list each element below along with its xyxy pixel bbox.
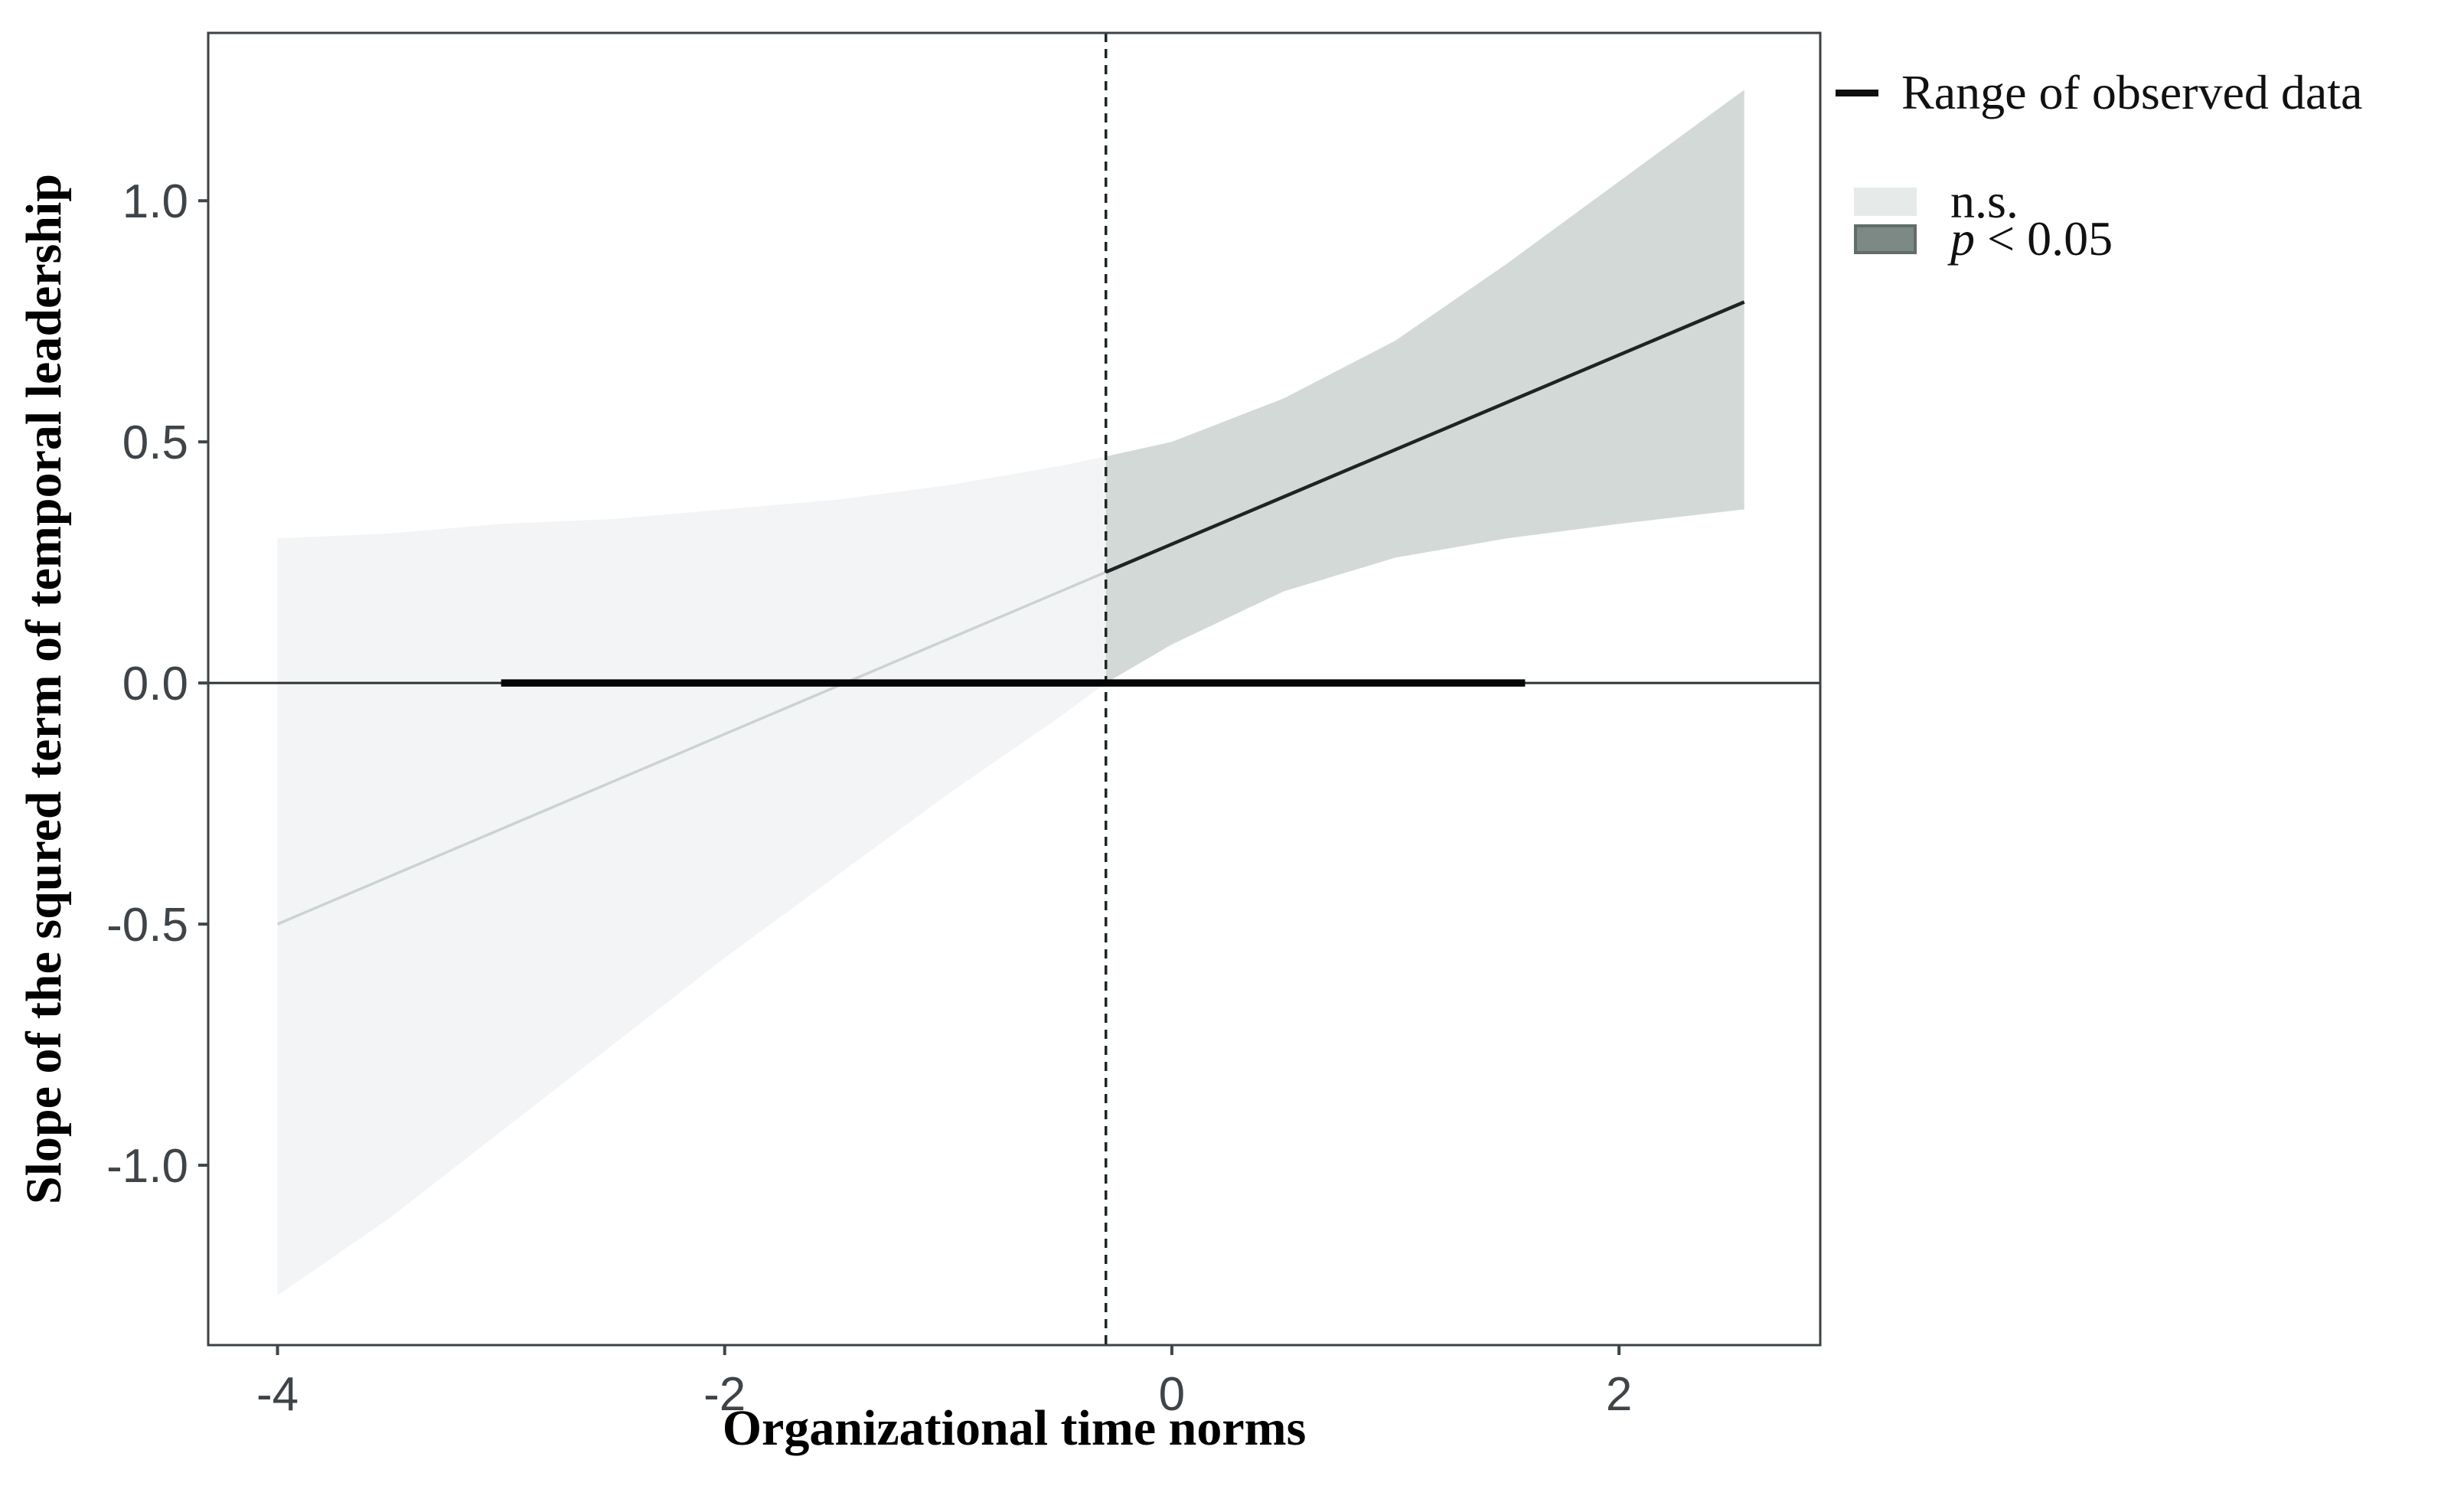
significant-label-p: p (1950, 211, 1975, 266)
legend-item-significant: p < 0.05 (1854, 211, 2113, 267)
x-axis-title: Organizational time norms (722, 1400, 1307, 1456)
significant-band-swatch (1854, 224, 1917, 254)
ns-label: n.s. (1950, 174, 2019, 228)
x-tick-label: -4 (256, 1368, 299, 1421)
slope-line-1 (1105, 300, 1745, 574)
y-tick-label: 0.5 (122, 416, 188, 469)
panel-border (207, 31, 1822, 1347)
x-tick-label: 0 (1159, 1368, 1185, 1421)
significant-label: p < 0.05 (1950, 211, 2113, 267)
y-tick-label: 0.0 (122, 658, 188, 710)
observed-range-line-swatch (1836, 89, 1878, 96)
y-tick-label: -0.5 (106, 899, 188, 952)
confidence-band-1 (1105, 90, 1744, 684)
legend-item-observed-range: Range of observed data (1836, 64, 2362, 121)
ns-band-swatch (1854, 187, 1917, 216)
significant-label-rest: < 0.05 (1975, 211, 2113, 266)
x-tick-label: 2 (1606, 1368, 1632, 1421)
slope-line-0 (276, 570, 1107, 926)
legend-item-ns: n.s. (1854, 173, 2019, 230)
observed-range-label: Range of observed data (1901, 65, 2363, 119)
y-tick-label: 1.0 (122, 175, 188, 228)
x-tick-label: -2 (703, 1368, 746, 1421)
y-tick-label: -1.0 (106, 1140, 188, 1193)
confidence-band-0 (277, 456, 1106, 1296)
